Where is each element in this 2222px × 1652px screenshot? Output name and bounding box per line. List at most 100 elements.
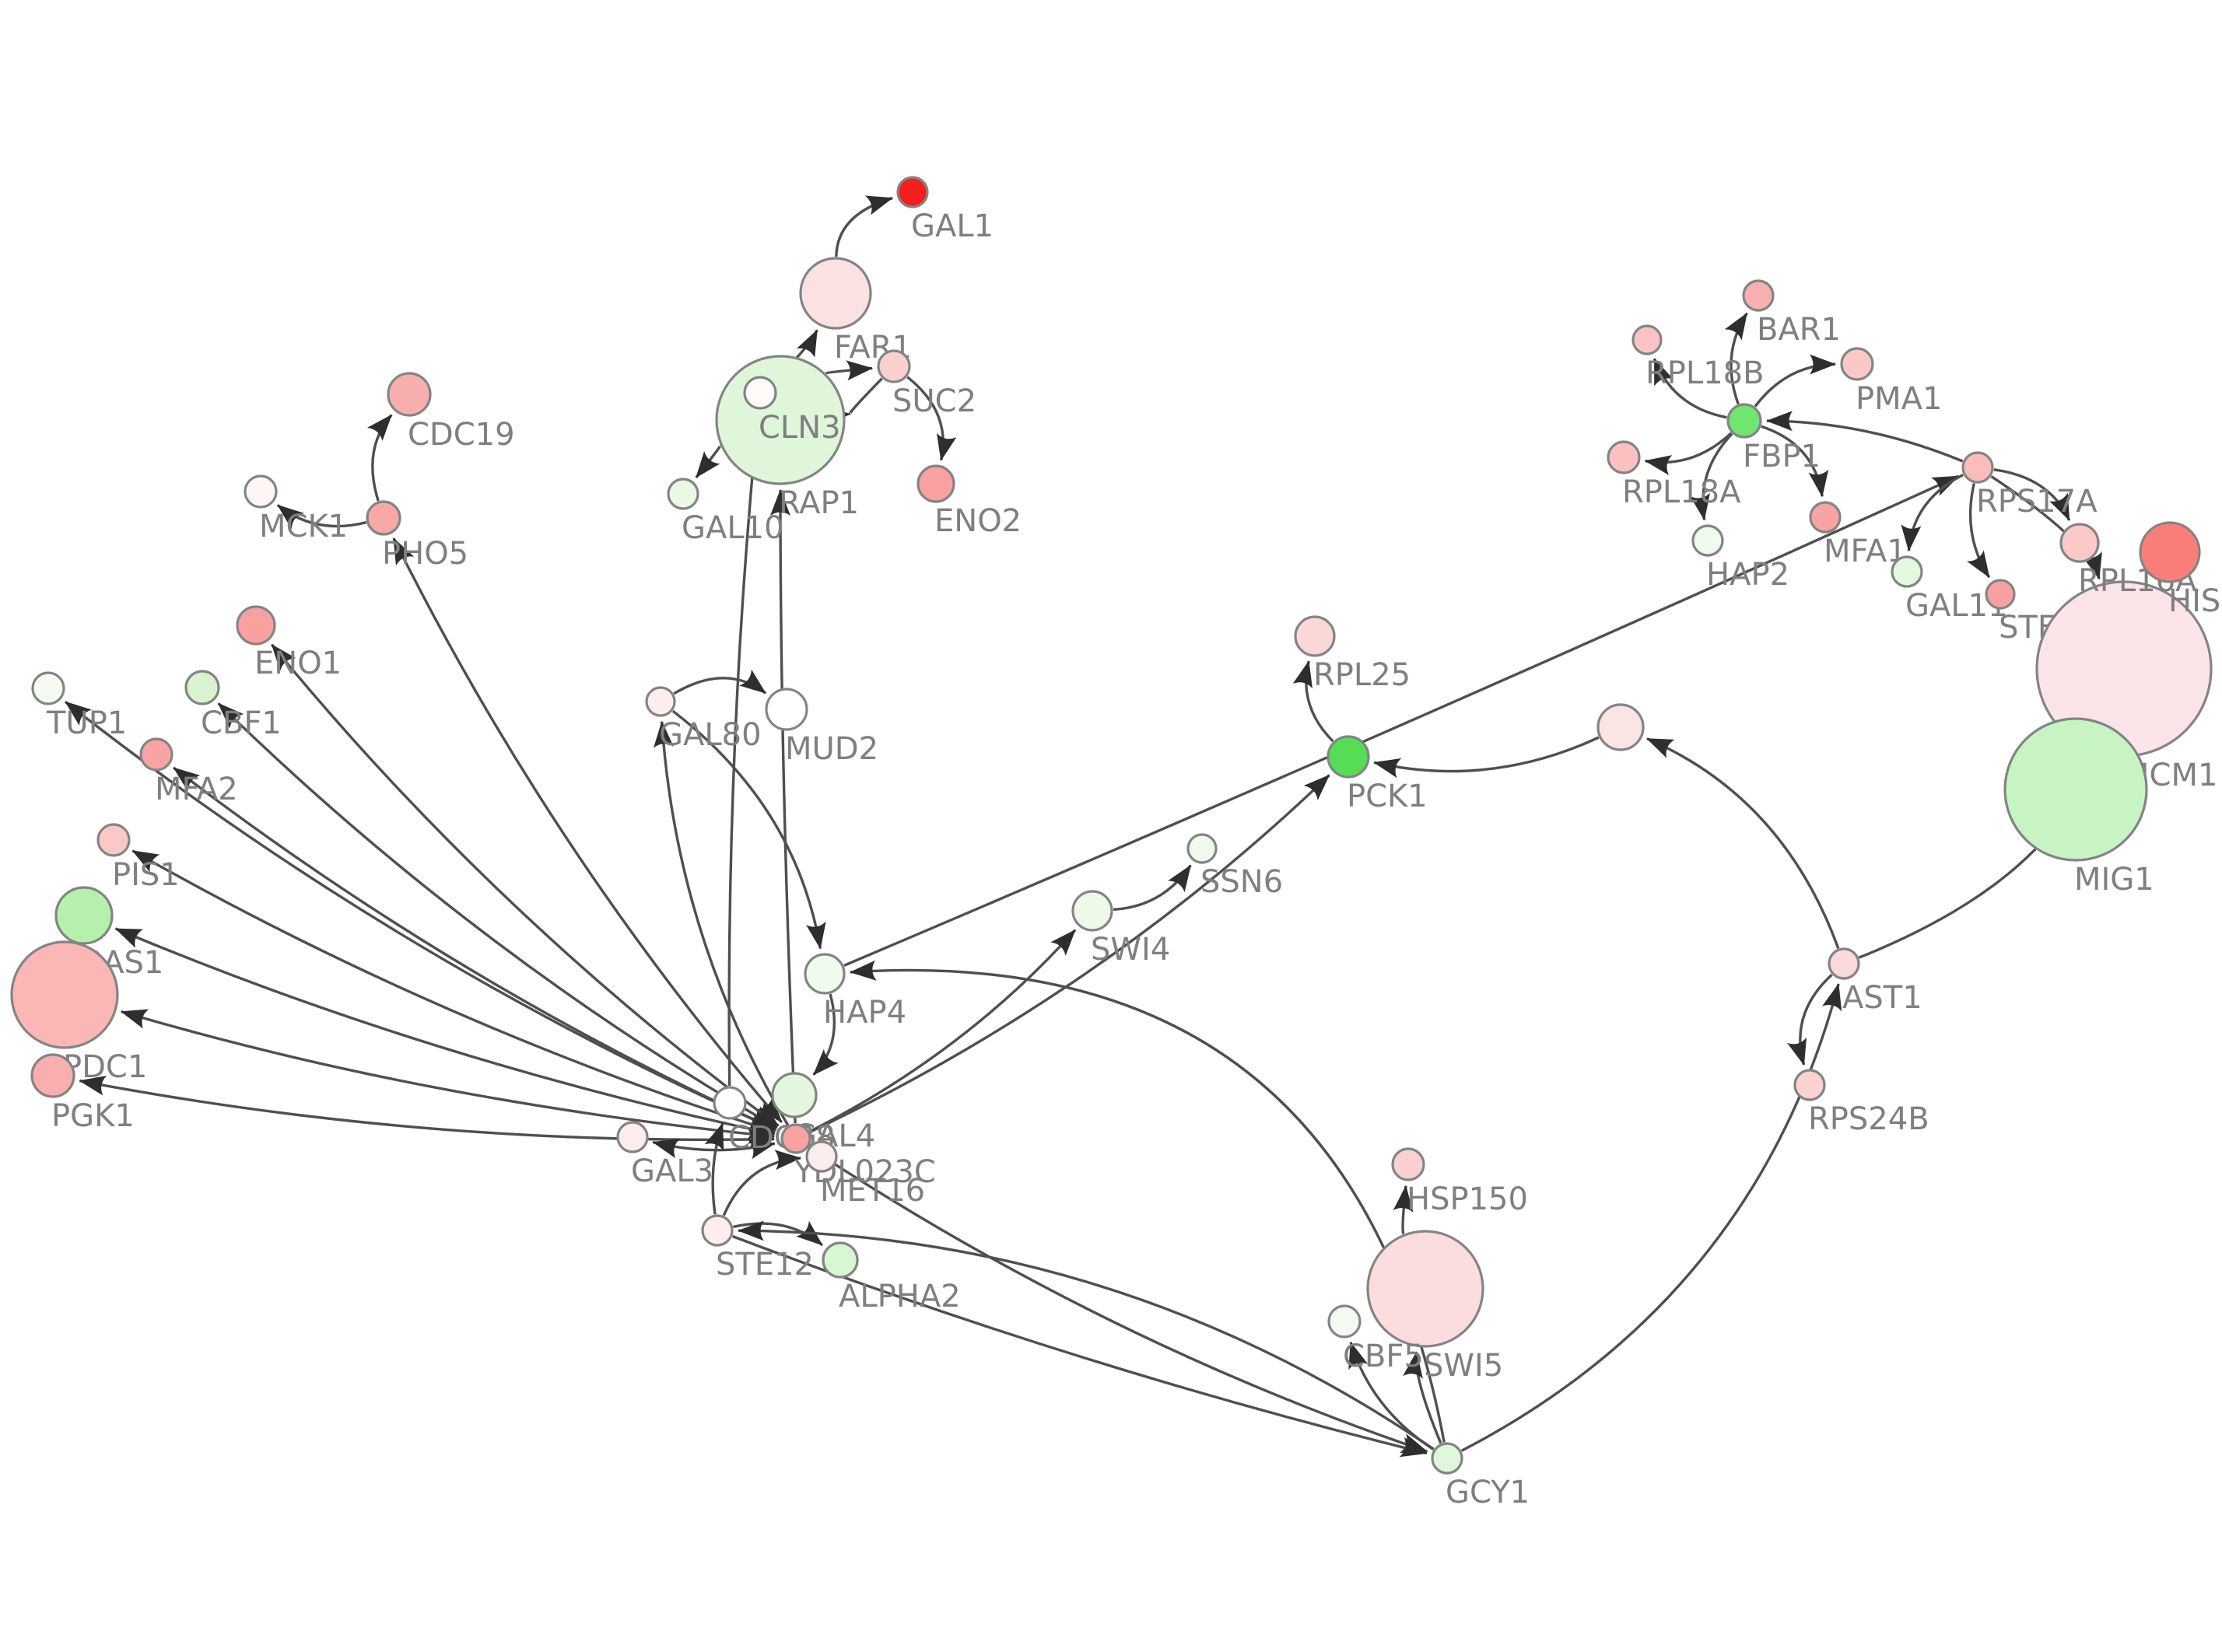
edge-PHO5-MCK1[interactable] [276, 504, 367, 530]
edge-STE12-MET16[interactable] [722, 1150, 802, 1216]
edge-NODE_A-PCK1[interactable] [1373, 736, 1600, 779]
node-HSP150[interactable] [1391, 1147, 1425, 1181]
node-GAL3[interactable] [616, 1121, 649, 1153]
node-label-RPS24B: RPS24B [1808, 1101, 1929, 1137]
edge-GCY1-STE12[interactable] [738, 1220, 1435, 1451]
node-HAP2[interactable] [1691, 524, 1724, 557]
edge-YDL023C-PHO5[interactable] [392, 537, 783, 1123]
node-PCK1[interactable] [1327, 735, 1370, 779]
edge-AST1-NODE_A[interactable] [1646, 737, 1840, 949]
node-STE12[interactable] [701, 1214, 734, 1247]
node-GAL4[interactable] [771, 1072, 818, 1118]
node-CDC19[interactable] [387, 372, 432, 417]
edge-RPS17A-RPL16A[interactable] [1993, 468, 2071, 521]
edge-YDL023C-SWI4[interactable] [809, 929, 1077, 1133]
edge-FBP1-BAR1[interactable] [1724, 312, 1748, 404]
node-ENO1[interactable] [236, 605, 276, 646]
edge-HAP4-GAL4[interactable] [812, 993, 839, 1076]
edge-YDL023C-PCK1[interactable] [809, 774, 1330, 1133]
edge-PCK1-RPL25[interactable] [1292, 660, 1334, 743]
edge-RPS17A-STE2[interactable] [1966, 483, 1991, 579]
edge-YDL023C-GCY1[interactable] [808, 1146, 1428, 1453]
node-MET16[interactable] [805, 1140, 838, 1173]
node-label-MFA1: MFA1 [1824, 534, 1907, 569]
edge-SWI5-HSP150[interactable] [1393, 1185, 1414, 1235]
node-PHO5[interactable] [366, 500, 401, 536]
node-group-MET16: MET16 [805, 1140, 925, 1209]
node-label-MIG1: MIG1 [2074, 862, 2154, 898]
edge-STE12-CDC28[interactable] [704, 1122, 724, 1215]
node-MIG1[interactable] [2003, 717, 2148, 862]
node-CLN3[interactable] [743, 376, 777, 410]
edge-SUC2-RAP1[interactable] [823, 377, 883, 426]
node-SWI5[interactable] [1366, 1230, 1484, 1348]
node-MCK1[interactable] [244, 474, 278, 509]
node-ALPHA2[interactable] [822, 1241, 859, 1279]
node-RPS17A[interactable] [1961, 451, 1994, 484]
edge-FBP1-RPL18A[interactable] [1644, 432, 1733, 475]
node-RPL18A[interactable] [1607, 440, 1641, 474]
node-TUP1[interactable] [31, 671, 65, 705]
edge-RPS17A-FBP1[interactable] [1766, 411, 1964, 463]
edge-GAL80-MUD2[interactable] [673, 669, 767, 695]
node-RPL16A[interactable] [2059, 523, 2100, 563]
edge-FBP1-PMA1[interactable] [1754, 354, 1836, 408]
edge-RAP1-SUC2[interactable] [825, 360, 874, 381]
edge-FBP1-HAP2[interactable] [1690, 432, 1733, 521]
edge-RPS17A-GAL11[interactable] [1901, 473, 1964, 552]
node-FAR1[interactable] [799, 257, 872, 330]
node-MUD2[interactable] [765, 688, 808, 731]
node-PDC1[interactable] [10, 940, 119, 1049]
node-FBP1[interactable] [1726, 403, 1762, 439]
node-MFA1[interactable] [1809, 501, 1842, 534]
edge-GCY1-CBF5[interactable] [1348, 1341, 1435, 1451]
node-RPL18B[interactable] [1631, 324, 1663, 355]
node-GAL1[interactable] [896, 176, 929, 208]
node-RAS1[interactable] [54, 886, 114, 945]
edge-PHO5-CDC19[interactable] [366, 414, 393, 502]
node-label-CBF5: CBF5 [1343, 1339, 1424, 1374]
node-CDC28[interactable] [713, 1086, 747, 1120]
edge-GCY1-SWI5[interactable] [1403, 1351, 1442, 1444]
node-ENO2[interactable] [916, 464, 955, 503]
node-STE2[interactable] [1985, 579, 2016, 610]
edge-GAL80-HAP4[interactable] [671, 709, 826, 950]
node-GAL10[interactable] [667, 478, 699, 510]
edge-FBP1-RPL18B[interactable] [1652, 358, 1727, 419]
node-SSN6[interactable] [1186, 833, 1218, 864]
node-CBF5[interactable] [1327, 1304, 1362, 1339]
node-MFA2[interactable] [139, 737, 173, 772]
node-PMA1[interactable] [1840, 347, 1874, 381]
edge-SUC2-ENO2[interactable] [906, 376, 957, 461]
node-NODE_A[interactable] [1596, 703, 1645, 751]
node-BAR1[interactable] [1742, 279, 1775, 312]
edge-FAR1-GAL1[interactable] [835, 195, 894, 257]
edge-AST1-RPS24B[interactable] [1787, 973, 1833, 1066]
edge-YDL023C-GAL80[interactable] [653, 720, 790, 1126]
node-PIS1[interactable] [96, 823, 131, 857]
node-CBF1[interactable] [184, 670, 220, 705]
node-group-CBF1: CBF1 [184, 670, 282, 741]
node-GAL80[interactable] [645, 686, 676, 717]
node-GAL11[interactable] [1891, 555, 1923, 588]
node-label-RAP1: RAP1 [779, 485, 859, 521]
edge-YDL023C-RAP1[interactable] [770, 489, 797, 1124]
node-HAP4[interactable] [804, 953, 846, 995]
node-group-GAL1: GAL1 [896, 176, 994, 244]
node-SUC2[interactable] [877, 349, 911, 383]
node-label-GAL10: GAL10 [682, 510, 784, 546]
edge-CDC28-CLN3[interactable] [727, 413, 766, 1087]
edge-HAP4-RPS17A[interactable] [843, 474, 1960, 967]
node-PGK1[interactable] [30, 1053, 75, 1098]
node-SWI4[interactable] [1071, 890, 1113, 932]
node-GCY1[interactable] [1431, 1442, 1463, 1475]
node-HIS4[interactable] [2139, 521, 2201, 583]
node-RPS24B[interactable] [1793, 1069, 1826, 1101]
edge-SWI4-SSN6[interactable] [1113, 864, 1192, 912]
node-RPL25[interactable] [1294, 615, 1336, 657]
node-AST1[interactable] [1828, 947, 1860, 980]
node-group-HAP4: HAP4 [804, 953, 906, 1031]
node-YDL023C[interactable] [780, 1123, 811, 1154]
